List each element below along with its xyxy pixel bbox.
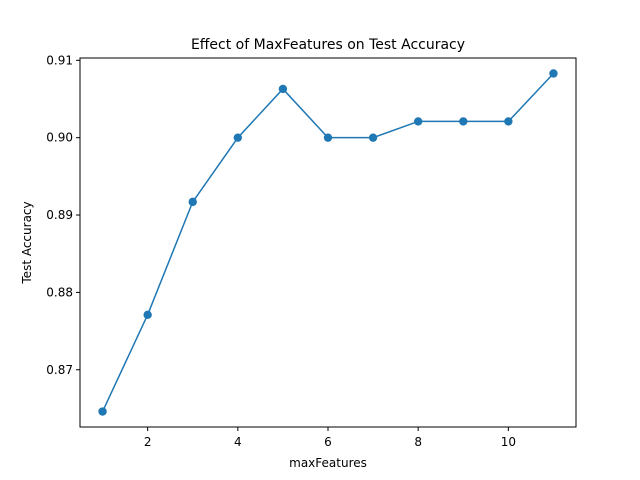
x-tick-label: 6 — [324, 435, 332, 449]
x-tick-label: 10 — [501, 435, 516, 449]
series-layer — [98, 69, 558, 416]
x-axis-ticks: 2 4 6 8 10 — [144, 427, 516, 449]
y-tick-label: 0.91 — [46, 53, 73, 67]
data-point — [98, 407, 107, 416]
y-axis-label: Test Accuracy — [20, 201, 34, 284]
x-tick-label: 2 — [144, 435, 152, 449]
x-tick-label: 4 — [234, 435, 242, 449]
axes-frame — [79, 57, 577, 428]
x-axis-label: maxFeatures — [289, 456, 367, 470]
x-tick-label: 8 — [414, 435, 422, 449]
y-tick-label: 0.87 — [46, 363, 73, 377]
data-point — [323, 133, 333, 142]
data-point — [143, 310, 152, 320]
y-tick-label: 0.89 — [46, 208, 73, 222]
y-tick-label: 0.90 — [46, 131, 73, 145]
data-point — [188, 197, 197, 207]
data-point — [413, 117, 423, 126]
plot-area — [80, 58, 576, 427]
data-point — [368, 133, 378, 142]
y-axis-ticks: 0.87 0.88 0.89 0.90 0.91 — [46, 53, 80, 377]
y-tick-label: 0.88 — [46, 285, 73, 299]
data-point — [549, 69, 558, 78]
data-point — [504, 117, 513, 126]
chart-title: Effect of MaxFeatures on Test Accuracy — [191, 37, 465, 53]
data-point — [233, 133, 243, 142]
data-point — [278, 84, 288, 94]
data-point — [459, 117, 468, 126]
